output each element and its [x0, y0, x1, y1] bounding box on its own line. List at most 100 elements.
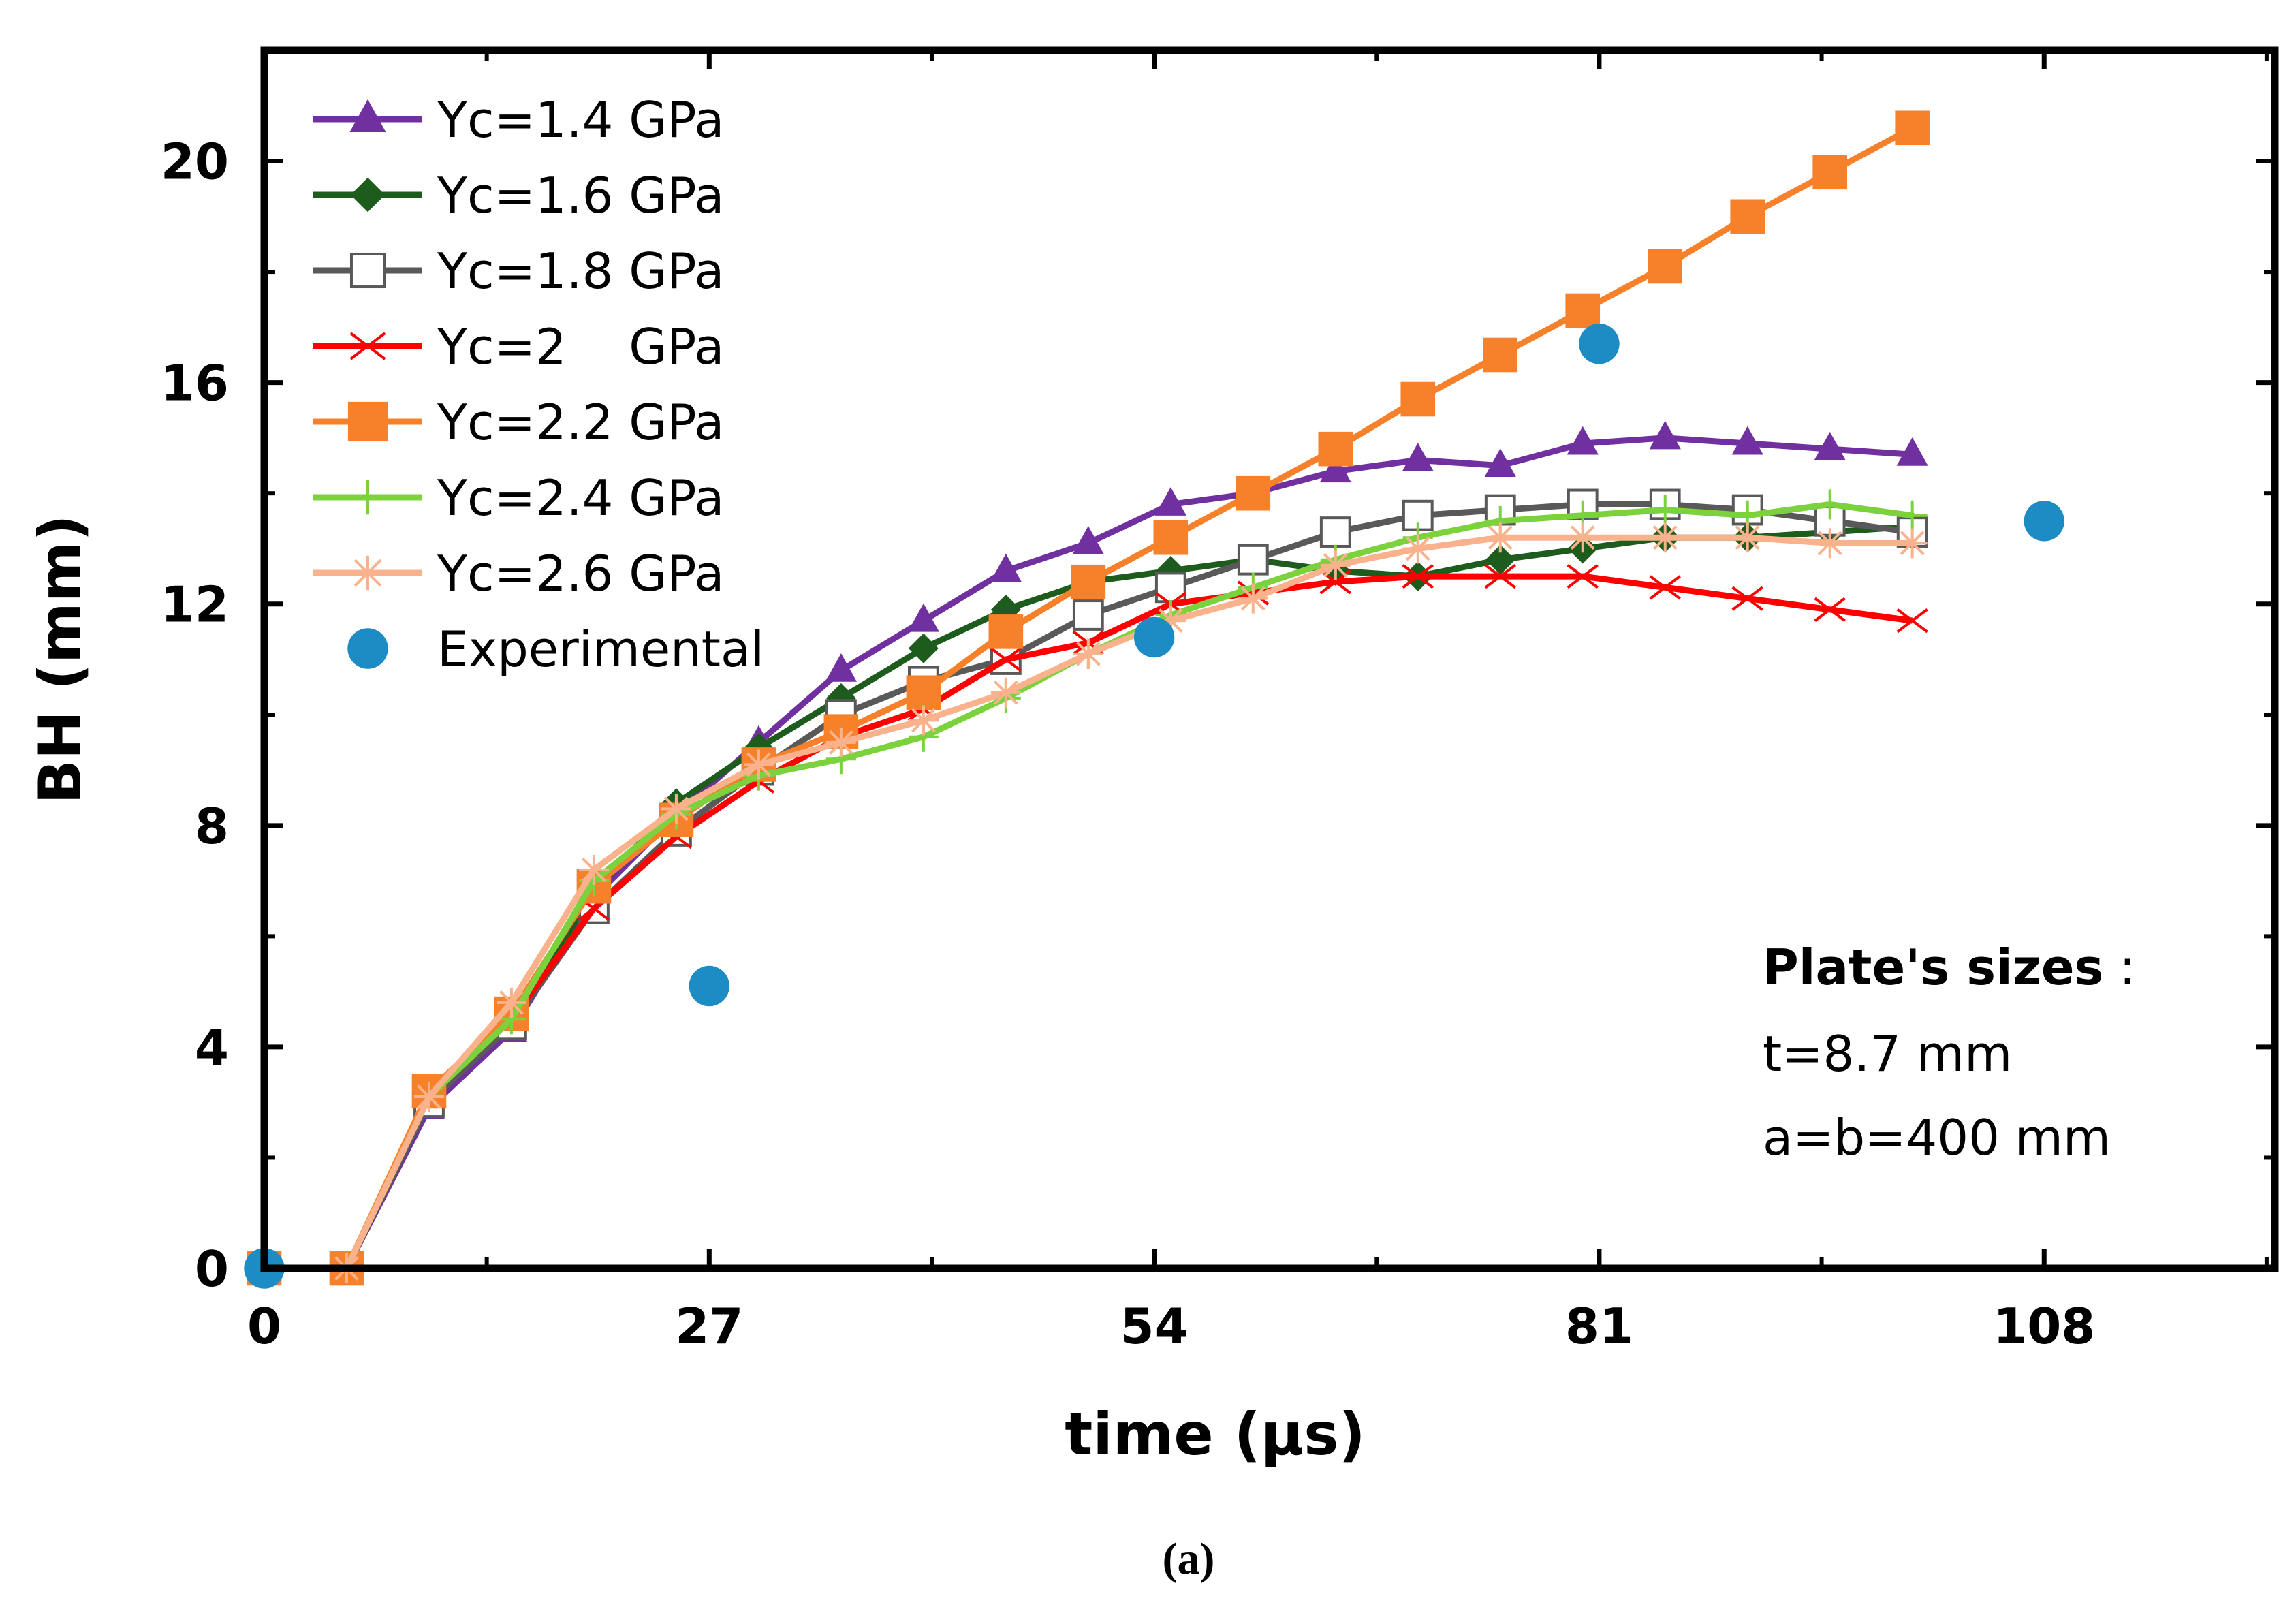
data-point: [825, 727, 856, 757]
data-point: [825, 653, 857, 682]
series-7: [249, 522, 1928, 1283]
data-point: [1153, 520, 1189, 555]
legend-label: Yc=1.6 GPa: [437, 167, 724, 224]
legend-swatch-marker: [349, 332, 386, 360]
data-point: [1484, 563, 1516, 589]
experimental-layer: [244, 324, 2064, 1289]
data-point: [907, 603, 939, 632]
x-tick-label: 54: [1120, 1298, 1189, 1355]
legend-entry: Yc=1.6 GPa: [313, 167, 724, 224]
legend-entry: Yc=2.2 GPa: [313, 394, 724, 451]
legend-label: Yc=2.6 GPa: [437, 545, 724, 602]
data-point: [1402, 563, 1434, 589]
annotation-dimensions: a=b=400 mm: [1763, 1109, 2111, 1166]
legend-label: Yc=2.4 GPa: [437, 469, 724, 527]
legend-label: Experimental: [437, 621, 764, 678]
experimental-point: [1579, 324, 1620, 364]
legend-entry: Yc=2.4 GPa: [313, 469, 724, 527]
annotation-title-line: Plate's sizes :: [1763, 939, 2136, 996]
data-point: [1648, 249, 1683, 284]
annotation-title: Plate's sizes: [1763, 939, 2103, 996]
x-tick-label: 81: [1565, 1298, 1633, 1355]
data-point: [1238, 583, 1268, 614]
data-point: [578, 854, 609, 885]
legend-swatch-marker: [347, 628, 388, 669]
legend-entry: Yc=1.4 GPa: [313, 91, 724, 148]
data-point: [1814, 597, 1846, 622]
data-point: [1814, 528, 1845, 559]
data-point: [1402, 443, 1434, 471]
data-point: [1650, 495, 1680, 525]
data-point: [990, 677, 1021, 708]
data-point: [1897, 500, 1928, 531]
plot-frame: [260, 46, 2279, 1272]
legend: Yc=1.4 GPa Yc=1.6 GPa Yc=1.8 GPa Yc=2 GPa Yc…: [313, 91, 764, 678]
data-point: [1650, 522, 1680, 553]
data-point: [1565, 293, 1601, 328]
y-tick-label: 12: [161, 576, 229, 634]
data-point: [1236, 475, 1271, 511]
plate-sizes-annotation: Plate's sizes : t=8.7 mm a=b=400 mm: [1763, 939, 2136, 1166]
legend-swatch-marker: [350, 480, 386, 515]
data-point: [1731, 586, 1763, 611]
data-point: [1071, 564, 1106, 599]
data-point: [1567, 563, 1599, 589]
data-point: [1485, 522, 1515, 553]
y-tick-label: 4: [195, 1019, 229, 1076]
x-axis-title: time (µs): [1065, 1401, 1366, 1469]
data-point: [1649, 575, 1681, 600]
y-tick-label: 0: [195, 1240, 229, 1298]
legend-swatch-marker: [349, 99, 386, 132]
data-point: [1320, 550, 1351, 580]
legend-label: Yc=2 GPa: [437, 318, 724, 375]
data-point: [1072, 526, 1104, 554]
annotation-thickness: t=8.7 mm: [1763, 1025, 2012, 1082]
series-layer: [247, 110, 1930, 1286]
data-point: [1319, 454, 1351, 483]
data-point: [1814, 489, 1845, 520]
data-point: [496, 987, 526, 1018]
y-tick-label: 8: [195, 798, 229, 855]
data-point: [1730, 199, 1765, 234]
data-point: [908, 633, 939, 663]
data-point: [1073, 638, 1103, 669]
data-point: [661, 794, 691, 824]
y-tick-label: 20: [161, 134, 229, 191]
data-point: [1484, 448, 1516, 478]
legend-label: Yc=2.2 GPa: [437, 394, 724, 451]
data-point: [1567, 426, 1599, 455]
experimental-point: [1133, 616, 1175, 658]
legend-swatch-marker: [350, 555, 386, 591]
legend-entry: Yc=2 GPa: [313, 318, 724, 375]
data-point: [1897, 528, 1928, 559]
data-point: [1400, 381, 1436, 417]
legend-entry: Yc=1.8 GPa: [313, 243, 724, 300]
legend-label: Yc=1.4 GPa: [437, 91, 724, 148]
annotation-title-suffix: :: [2103, 939, 2135, 996]
data-point: [1483, 337, 1518, 373]
data-point: [1895, 110, 1930, 146]
series-line: [264, 573, 1913, 1272]
data-point: [1485, 544, 1515, 575]
data-point: [988, 614, 1024, 649]
legend-entry: Experimental: [347, 621, 764, 678]
data-point: [1402, 499, 1434, 531]
data-point: [1896, 608, 1928, 634]
data-point: [990, 646, 1022, 672]
legend-entry: Yc=2.6 GPa: [313, 545, 724, 602]
tick-labels: 0 4 8 12 16 20 0 27 54 81 108: [161, 134, 2096, 1355]
y-tick-label: 16: [161, 355, 229, 412]
data-point: [1649, 420, 1681, 450]
data-point: [990, 553, 1022, 582]
experimental-point: [2024, 501, 2064, 542]
experimental-point: [689, 965, 730, 1007]
data-point: [1731, 426, 1763, 455]
legend-swatch-marker: [349, 252, 386, 289]
data-point: [1319, 516, 1351, 548]
x-tick-label: 108: [1993, 1298, 2095, 1355]
data-point: [1567, 522, 1598, 553]
figure-caption: (a): [1163, 1534, 1215, 1584]
y-axis-title: BH (mm): [27, 514, 95, 804]
x-tick-label: 0: [247, 1298, 281, 1355]
